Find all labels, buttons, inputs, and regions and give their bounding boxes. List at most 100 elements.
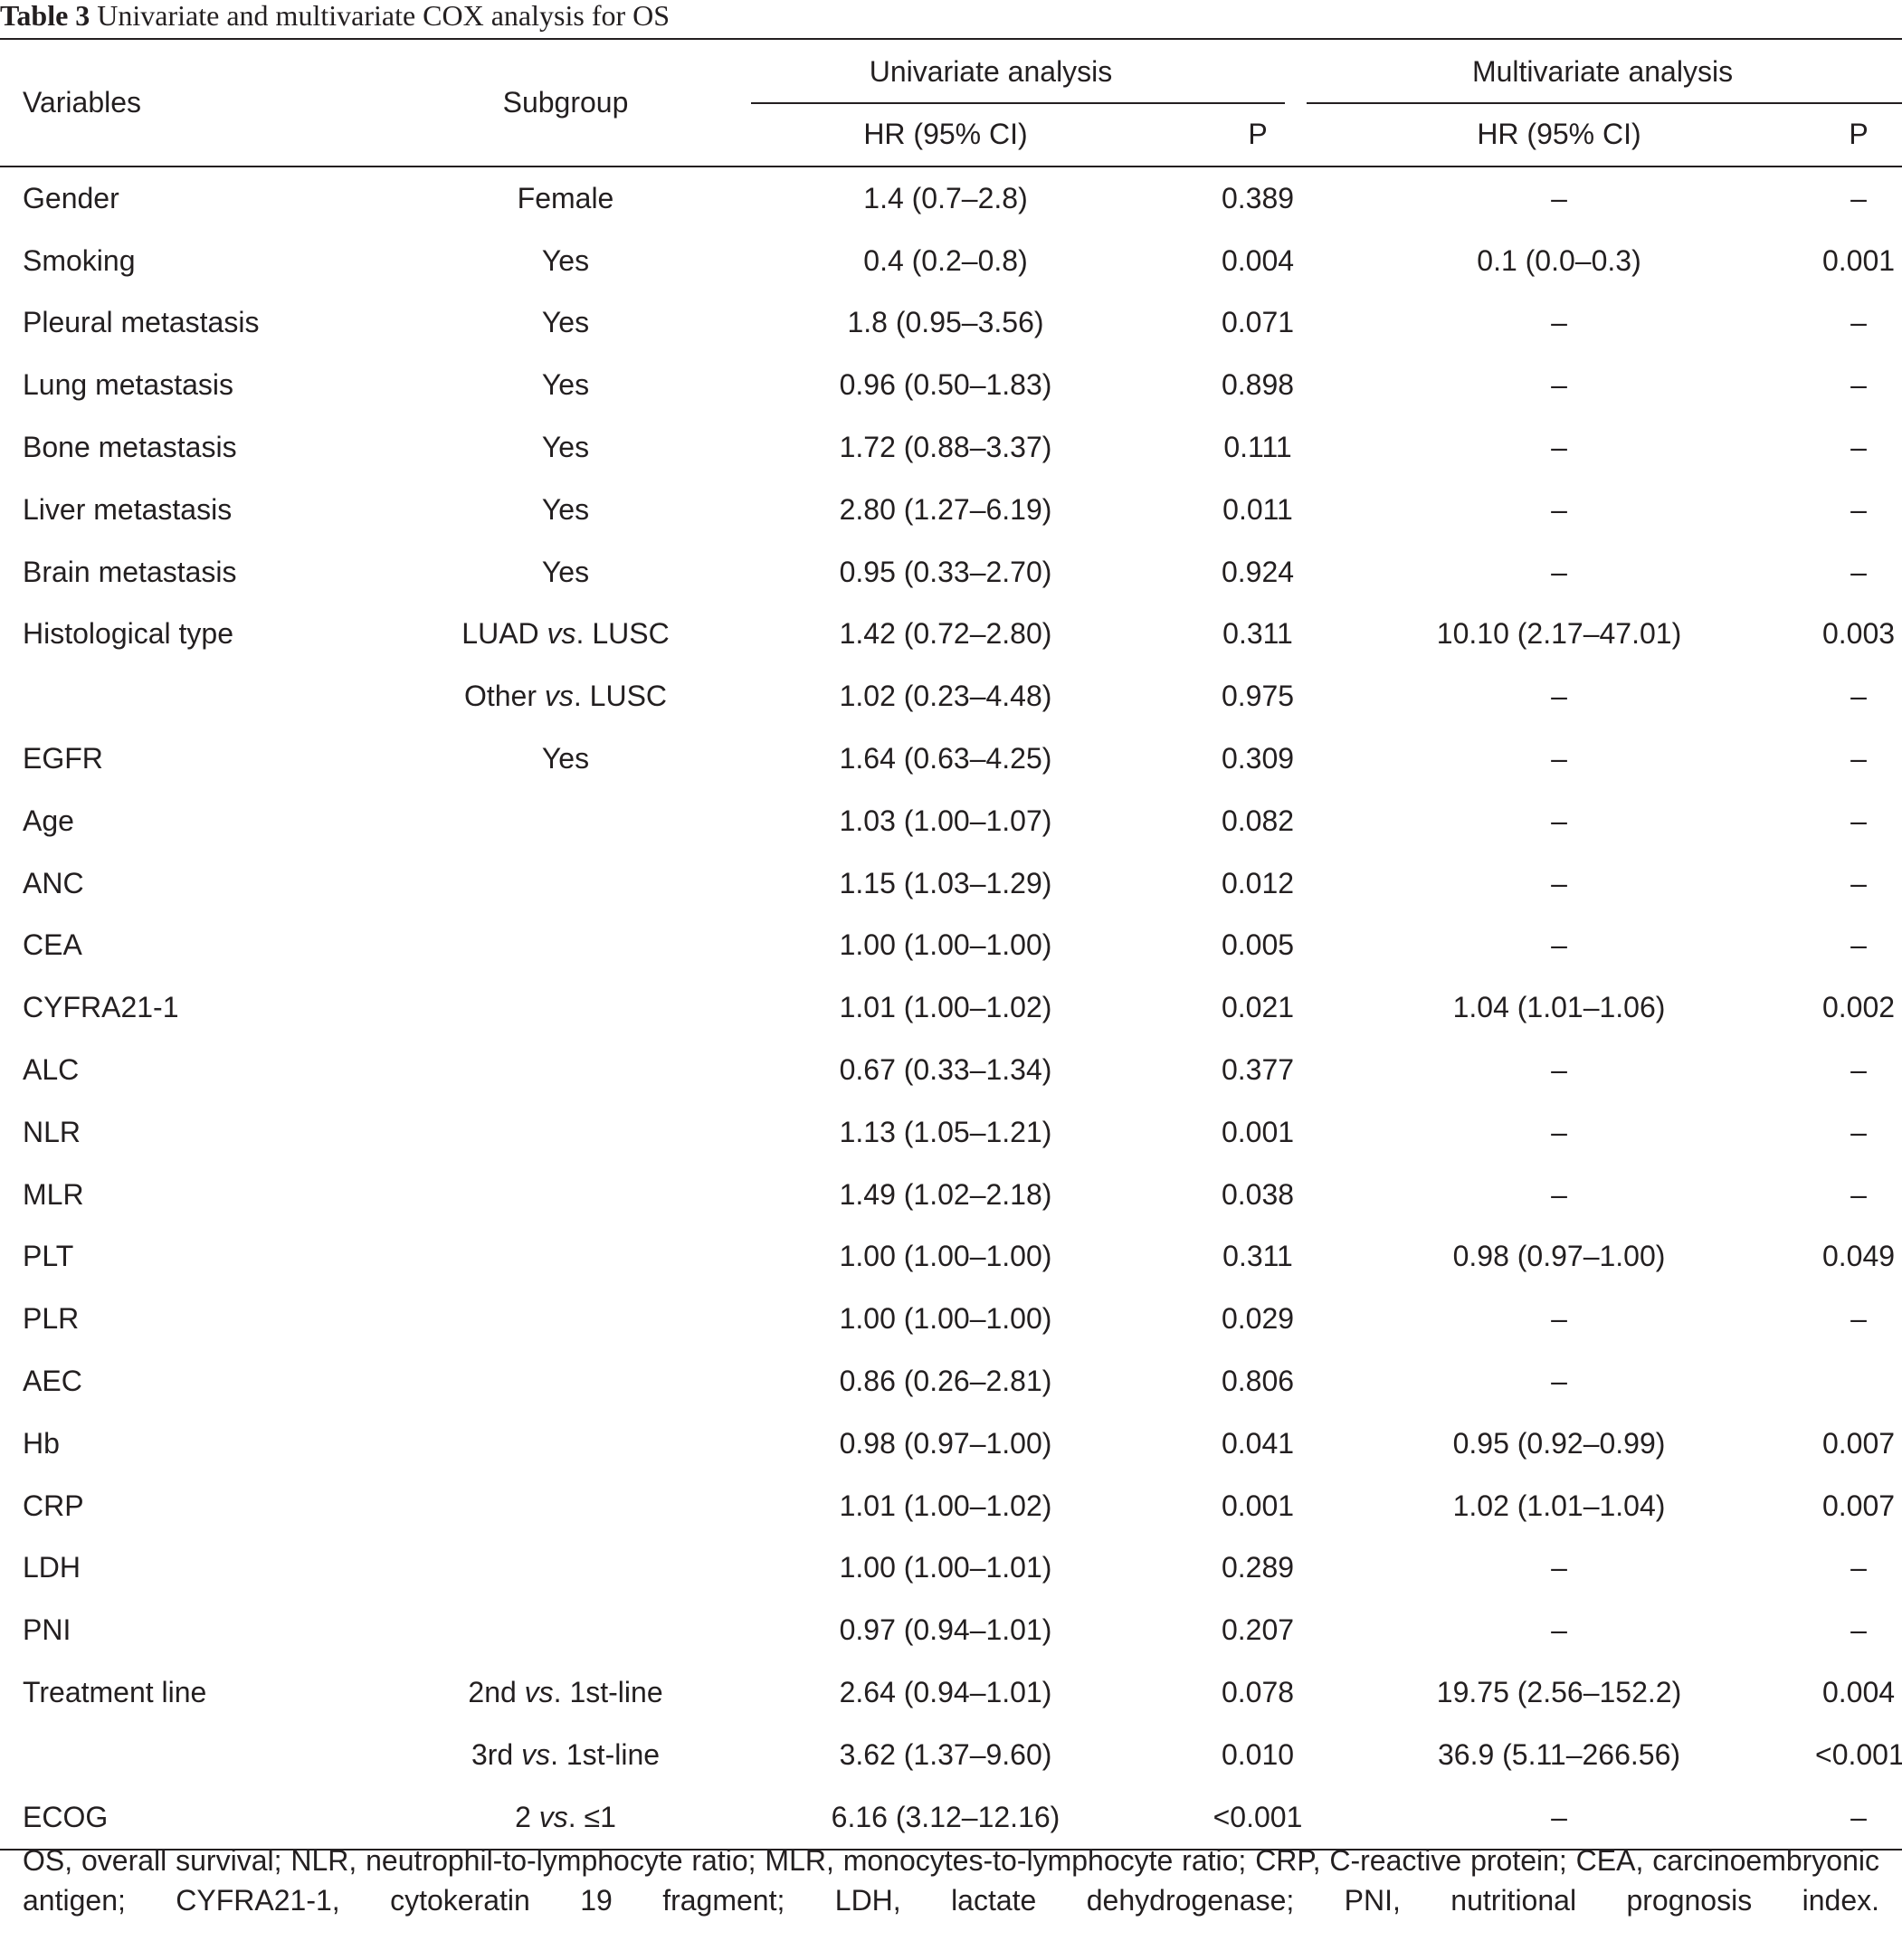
cell-uni-hr: 1.02 (0.23–4.48) [839,680,1052,713]
subgroup-prefix: Other [463,680,545,713]
cell-multi-hr: – [1551,1115,1567,1148]
cell-multi-hr: 0.1 (0.0–0.3) [1477,243,1641,277]
cell-multi-hr: – [1551,1053,1567,1087]
cell-variable: MLR [23,1177,84,1211]
cell-multi-p: 0.007 [1821,1489,1896,1522]
cell-multi-hr: – [1551,928,1567,962]
table-row: Gender Female 1.4 (0.7–2.8) 0.389 – – [0,167,1902,230]
cell-variable: PLR [23,1302,80,1336]
cell-uni-p: 0.012 [1221,866,1295,899]
cell-subgroup [452,1039,679,1101]
cell-uni-p: 0.377 [1221,1053,1295,1087]
cell-multi-p: – [1850,181,1867,214]
cell-uni-p: 0.311 [1222,617,1293,651]
cell-multi-hr: 0.98 (0.97–1.00) [1452,1240,1666,1273]
table-row: PLT 1.00 (1.00–1.00) 0.311 0.98 (0.97–1.00)… [0,1226,1902,1289]
cell-multi-p: – [1850,1551,1867,1584]
cell-multi-hr: – [1551,742,1567,775]
cell-uni-p: 0.111 [1223,431,1292,464]
cell-subgroup [452,1599,679,1661]
cell-uni-hr: 1.01 (1.00–1.02) [839,1489,1052,1522]
table-title: Univariate and multivariate COX analysis… [97,0,670,32]
table-row: Smoking Yes 0.4 (0.2–0.8) 0.004 0.1 (0.0–0.3… [0,230,1902,292]
header-multivariate: Multivariate analysis [1303,39,1902,104]
header-uni-p: P [1248,118,1268,150]
cell-uni-p: <0.001 [1213,1785,1303,1851]
cell-subgroup: Yes [541,742,590,775]
cell-uni-hr: 1.03 (1.00–1.07) [839,804,1052,837]
cell-uni-p: 0.078 [1221,1676,1295,1709]
cell-variable: Hb [23,1426,60,1460]
cell-variable: PLT [23,1240,74,1273]
cell-subgroup: Yes [541,431,590,464]
cell-variable: Bone metastasis [23,431,237,464]
cell-subgroup: Yes [541,555,590,588]
cell-subgroup: LUAD vs. LUSC [452,604,679,666]
cell-subgroup [452,1288,679,1350]
cell-subgroup: Yes [541,243,590,277]
cell-multi-p: 0.002 [1821,991,1896,1024]
cell-multi-p: – [1850,742,1867,775]
header-multi-p: P [1849,118,1869,150]
cell-uni-p: 0.038 [1221,1177,1295,1211]
cell-variable [0,665,452,728]
cell-multi-p [1815,1350,1902,1413]
cell-subgroup: Yes [541,368,590,402]
cell-subgroup [452,915,679,977]
cell-uni-hr: 1.15 (1.03–1.29) [839,866,1052,899]
table-caption: Table 3 Univariate and multivariate COX … [0,0,670,36]
cell-variable: CRP [23,1489,84,1522]
cell-multi-p: <0.001 [1815,1737,1902,1771]
cell-multi-p: – [1850,1115,1867,1148]
cell-uni-p: 0.975 [1221,680,1295,713]
table-row: PLR 1.00 (1.00–1.00) 0.029 – – [0,1288,1902,1350]
cell-multi-hr: – [1551,1302,1567,1336]
cell-uni-hr: 1.00 (1.00–1.00) [839,1240,1052,1273]
univariate-underline [751,102,1285,104]
cell-variable: EGFR [23,742,103,775]
cell-variable: Histological type [23,617,233,651]
header-multi-hr: HR (95% CI) [1477,118,1641,150]
cell-uni-hr: 0.4 (0.2–0.8) [863,243,1028,277]
subgroup-prefix: 2 [515,1800,539,1833]
cell-multi-hr: – [1551,1177,1567,1211]
cell-uni-hr: 1.49 (1.02–2.18) [839,1177,1052,1211]
cell-uni-p: 0.010 [1221,1737,1295,1771]
cell-multi-p: 0.004 [1821,1676,1896,1709]
subgroup-vs: vs [538,1800,568,1833]
table-row: ALC 0.67 (0.33–1.34) 0.377 – – [0,1039,1902,1101]
cell-uni-p: 0.029 [1221,1302,1295,1336]
cell-uni-hr: 1.4 (0.7–2.8) [863,181,1028,214]
cell-multi-p: – [1850,492,1867,526]
cell-variable: Pleural metastasis [23,306,260,339]
cell-multi-p: – [1850,928,1867,962]
cell-variable: Treatment line [23,1676,207,1709]
cell-multi-hr: – [1551,1613,1567,1647]
cell-uni-hr: 2.80 (1.27–6.19) [839,492,1052,526]
cell-uni-p: 0.001 [1221,1115,1295,1148]
table-row: Bone metastasis Yes 1.72 (0.88–3.37) 0.111 –… [0,416,1902,479]
cell-subgroup: 2 vs. ≤1 [452,1785,679,1851]
cell-uni-hr: 1.00 (1.00–1.01) [839,1551,1052,1584]
cell-multi-p: 0.003 [1821,617,1896,651]
cell-subgroup: Other vs. LUSC [452,665,679,728]
table-row: Hb 0.98 (0.97–1.00) 0.041 0.95 (0.92–0.99) 0… [0,1413,1902,1475]
subgroup-vs: vs [521,1737,551,1771]
cell-multi-p: – [1850,1053,1867,1087]
table-row: Lung metastasis Yes 0.96 (0.50–1.83) 0.898 –… [0,354,1902,416]
cell-multi-hr: – [1551,866,1567,899]
cell-uni-p: 0.011 [1222,492,1293,526]
cell-multi-hr: – [1551,492,1567,526]
cell-uni-p: 0.289 [1221,1551,1295,1584]
cell-uni-hr: 1.00 (1.00–1.00) [839,928,1052,962]
cell-uni-hr: 0.97 (0.94–1.01) [839,1613,1052,1647]
cell-uni-p: 0.898 [1221,368,1295,402]
cell-variable: CEA [23,928,82,962]
cell-uni-hr: 1.00 (1.00–1.00) [839,1302,1052,1336]
cell-multi-p: – [1850,368,1867,402]
cell-multi-hr: – [1551,306,1567,339]
table-row: NLR 1.13 (1.05–1.21) 0.001 – – [0,1101,1902,1164]
cell-multi-p: – [1815,1785,1902,1851]
subgroup-suffix: . ≤1 [567,1800,616,1833]
